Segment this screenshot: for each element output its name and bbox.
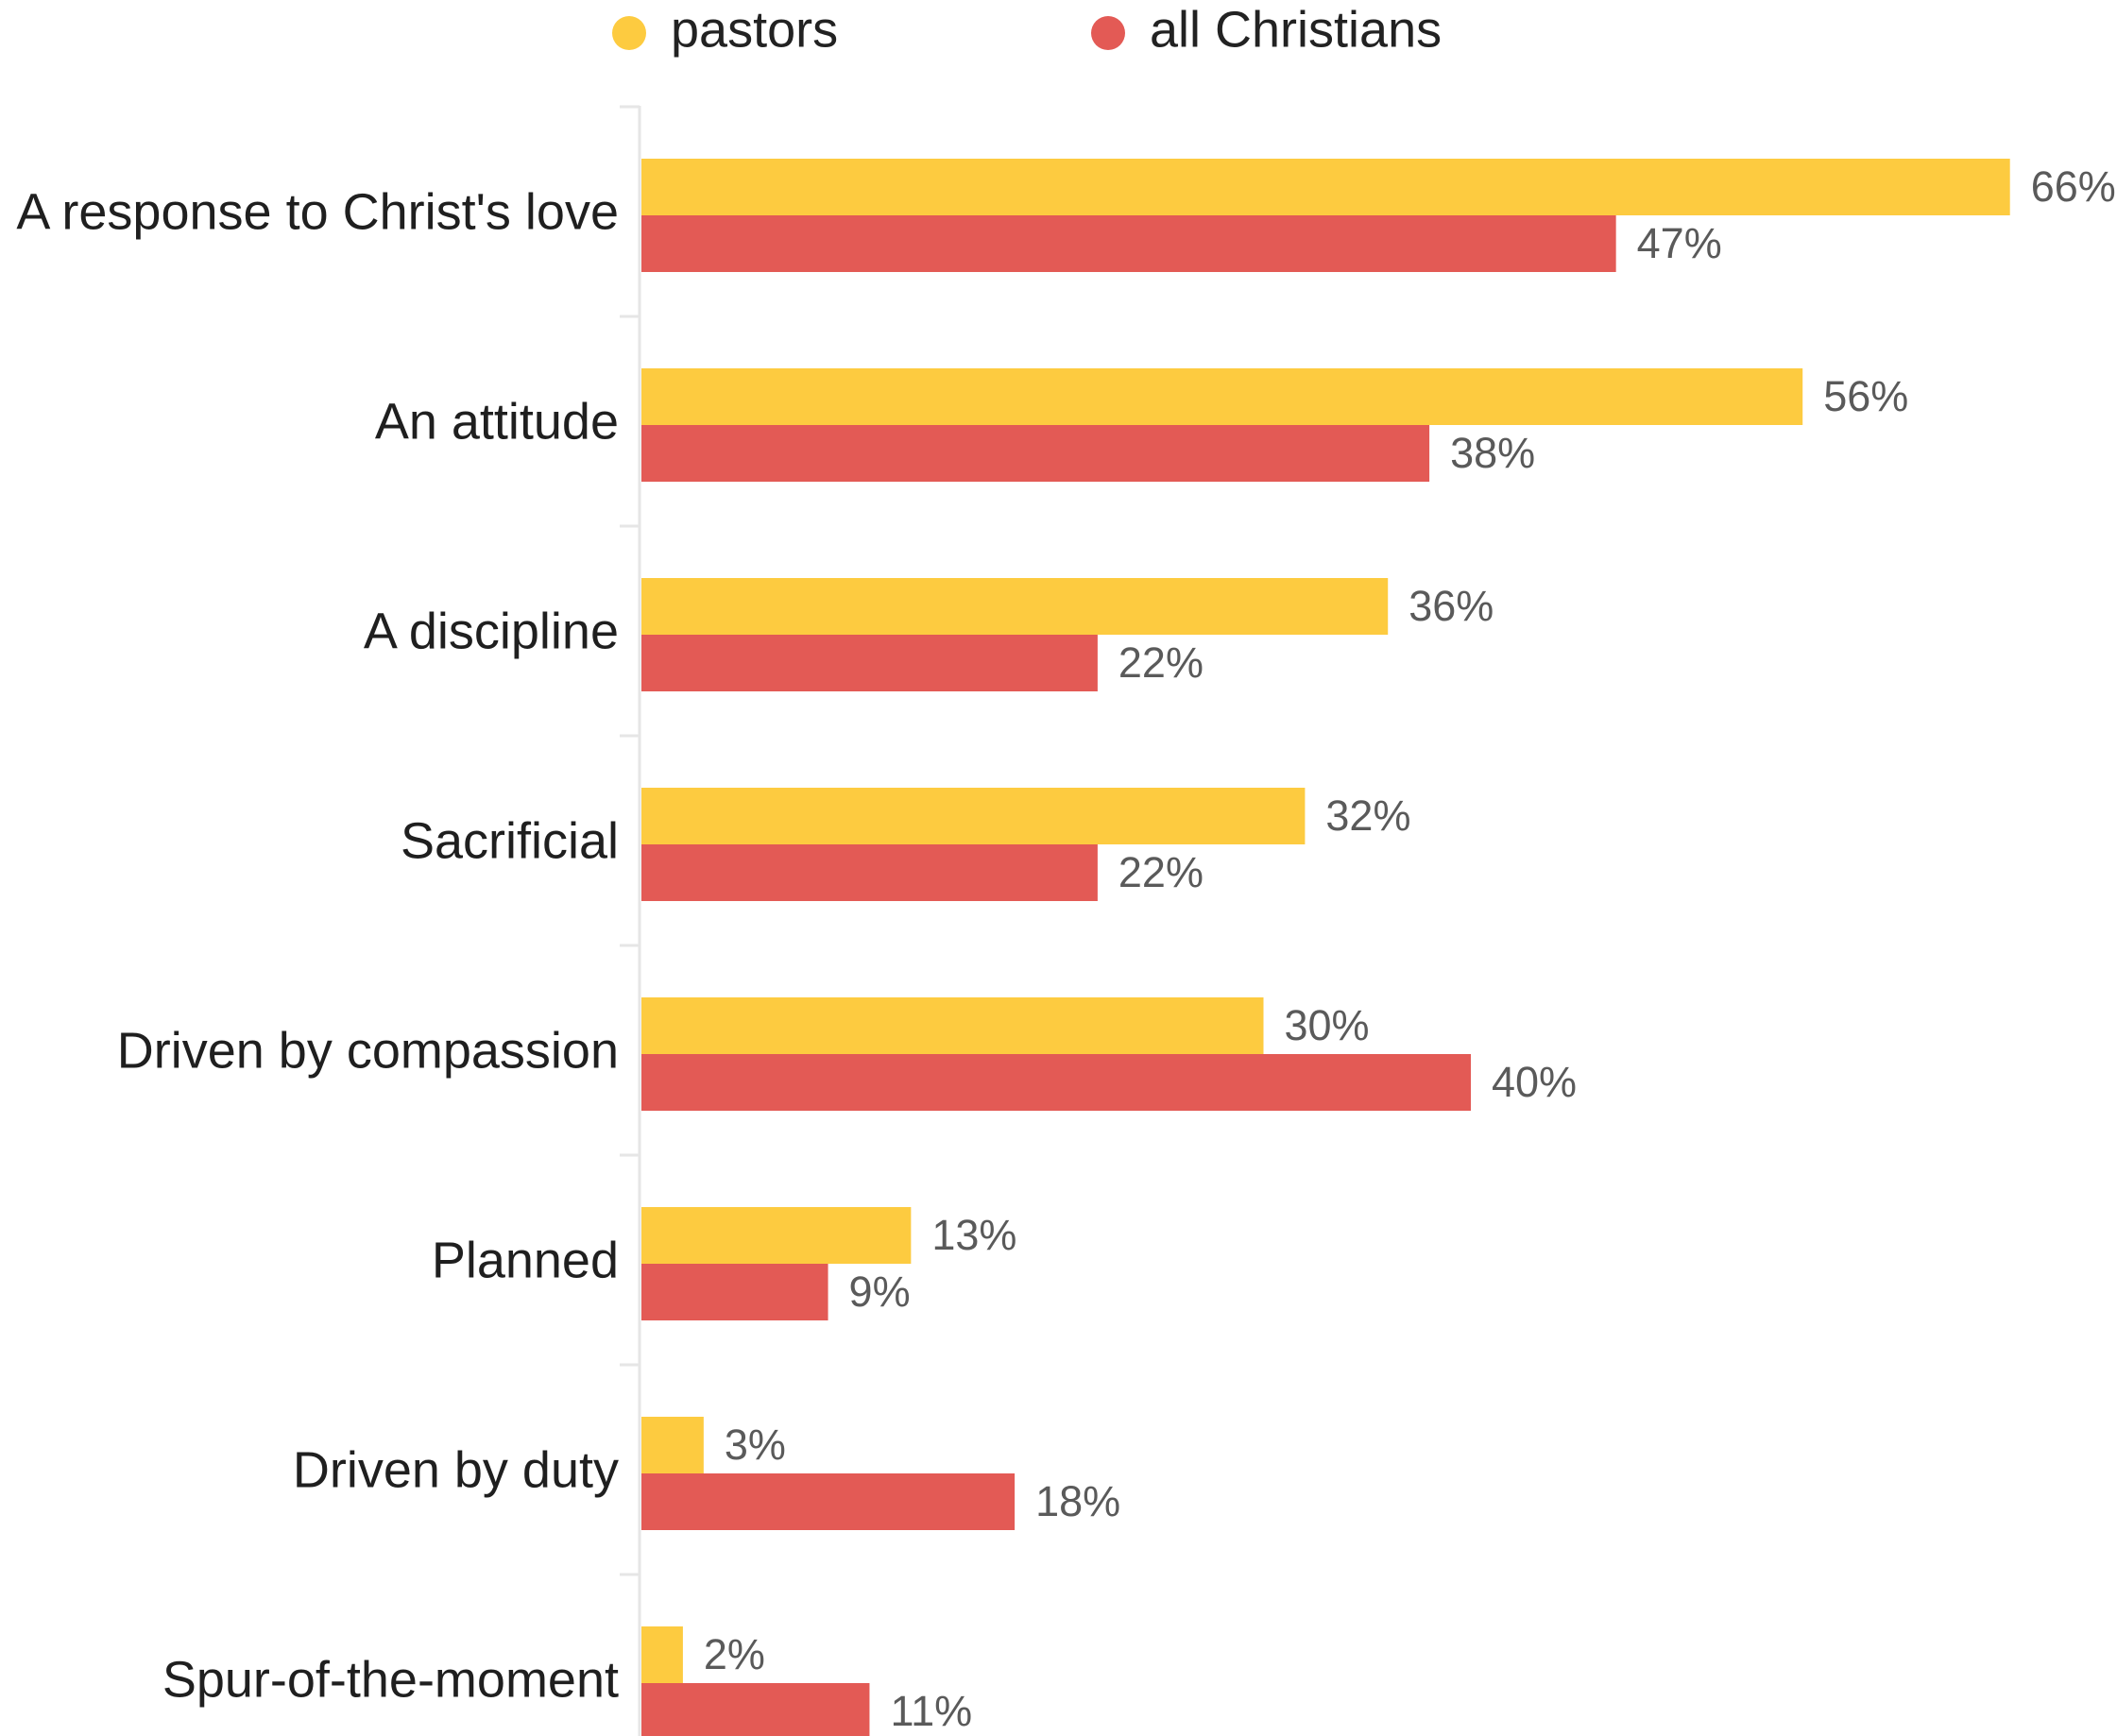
bar-pastors-a-discipline (641, 578, 1389, 635)
category-labels: A response to Christ's love An attitude A … (16, 183, 619, 1708)
legend: pastors all Christians (612, 1, 1442, 58)
value-label-pastors-an-attitude: 56% (1823, 372, 1908, 420)
bars (641, 159, 2010, 1736)
bar-all-christians-driven-by-duty (641, 1473, 1016, 1530)
category-label-a-discipline: A discipline (364, 603, 619, 659)
value-label-pastors-sacrificial: 32% (1325, 791, 1410, 840)
bar-pastors-driven-by-compassion (641, 997, 1264, 1054)
bar-pastors-an-attitude (641, 368, 1803, 425)
bar-all-christians-an-attitude (641, 425, 1430, 482)
category-label-spur-of-the-moment: Spur-of-the-moment (162, 1651, 619, 1708)
bar-pastors-spur-of-the-moment (641, 1626, 683, 1683)
bar-all-christians-a-response-to-christ-s-love (641, 215, 1616, 272)
legend-label-pastors: pastors (671, 1, 838, 58)
value-label-all-christians-sacrificial: 22% (1118, 848, 1204, 896)
category-label-planned: Planned (432, 1232, 619, 1288)
bar-all-christians-spur-of-the-moment (641, 1683, 870, 1736)
category-label-driven-by-compassion: Driven by compassion (117, 1022, 619, 1079)
bar-pastors-planned (641, 1207, 912, 1264)
category-label-sacrificial: Sacrificial (401, 812, 619, 869)
value-label-all-christians-spur-of-the-moment: 11% (890, 1687, 972, 1735)
value-label-all-christians-a-response-to-christ-s-love: 47% (1637, 219, 1722, 267)
bar-pastors-a-response-to-christ-s-love (641, 159, 2010, 215)
bar-all-christians-sacrificial (641, 844, 1098, 901)
value-label-pastors-spur-of-the-moment: 2% (704, 1630, 765, 1678)
value-label-all-christians-an-attitude: 38% (1450, 429, 1535, 477)
category-label-a-response-to-christ-s-love: A response to Christ's love (16, 183, 619, 240)
bar-all-christians-planned (641, 1264, 828, 1320)
bar-pastors-driven-by-duty (641, 1417, 704, 1473)
value-label-pastors-driven-by-compassion: 30% (1285, 1001, 1370, 1049)
bar-all-christians-driven-by-compassion (641, 1054, 1471, 1111)
legend-marker-pastors (612, 16, 646, 50)
value-label-pastors-a-discipline: 36% (1408, 582, 1494, 630)
legend-marker-all-christians (1091, 16, 1125, 50)
value-label-pastors-driven-by-duty: 3% (725, 1421, 786, 1469)
value-label-all-christians-a-discipline: 22% (1118, 638, 1204, 687)
value-label-pastors-planned: 13% (931, 1211, 1016, 1259)
category-label-an-attitude: An attitude (375, 393, 619, 450)
value-label-all-christians-driven-by-compassion: 40% (1492, 1058, 1577, 1106)
bar-pastors-sacrificial (641, 788, 1306, 844)
category-label-driven-by-duty: Driven by duty (293, 1441, 619, 1498)
value-labels: 66% 47% 56% 38% 36% 22% 32% 22% 30% 40% 13% 9% 3% 18%… (704, 162, 2116, 1735)
y-axis-ticks (620, 105, 640, 1576)
legend-label-all-christians: all Christians (1150, 1, 1442, 58)
value-label-all-christians-driven-by-duty: 18% (1035, 1477, 1120, 1525)
value-label-all-christians-planned: 9% (849, 1268, 911, 1316)
bar-all-christians-a-discipline (641, 635, 1098, 691)
value-label-pastors-a-response-to-christ-s-love: 66% (2031, 162, 2116, 211)
